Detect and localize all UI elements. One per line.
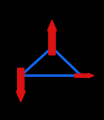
FancyArrow shape <box>75 74 94 78</box>
FancyArrow shape <box>48 21 56 55</box>
FancyArrow shape <box>16 68 25 102</box>
